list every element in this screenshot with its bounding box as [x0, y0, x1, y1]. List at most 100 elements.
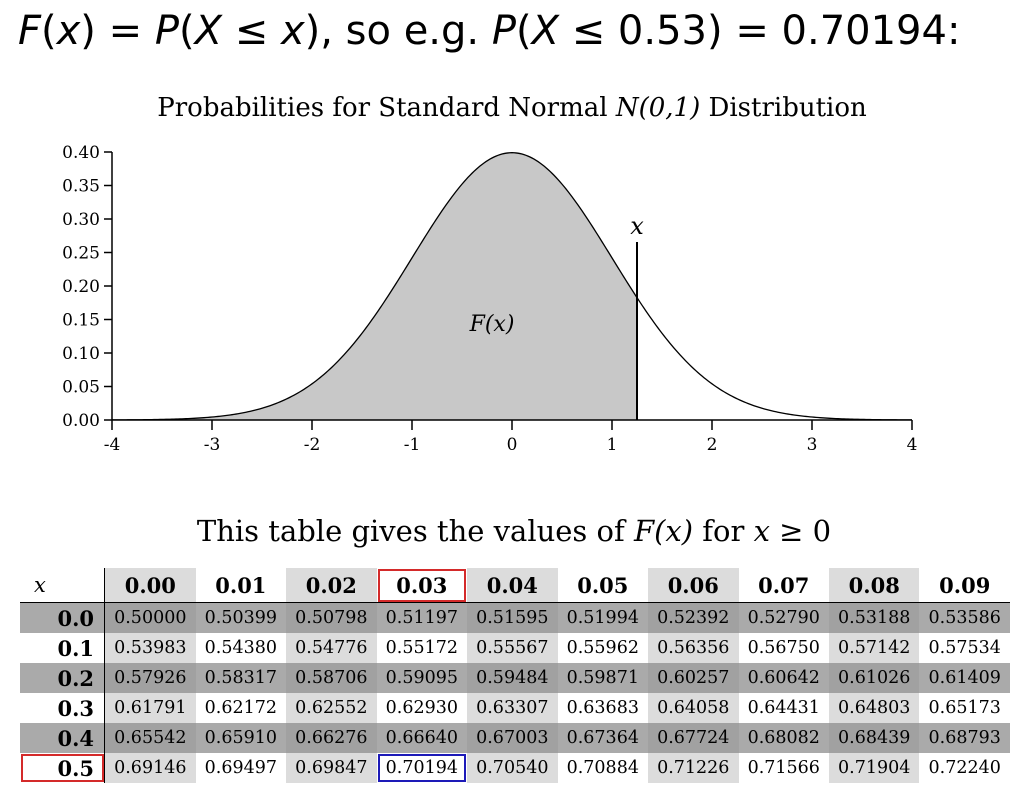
- table-cell: 0.56750: [747, 638, 820, 658]
- table-cell: 0.52790: [738, 602, 829, 633]
- table-cell: 0.70884: [566, 758, 639, 778]
- table-cell: 0.67724: [648, 723, 739, 753]
- x-tick-label: 3: [807, 435, 818, 455]
- table-cell: 0.61791: [104, 693, 196, 723]
- table-cell: 0.59871: [557, 663, 649, 693]
- table-cell: 0.68082: [738, 723, 829, 753]
- table-cell: 0.53188: [829, 602, 920, 633]
- table-cell: 0.55567: [467, 633, 558, 663]
- normal-distribution-chart: Probabilities for Standard Normal N(0,1)…: [62, 93, 918, 455]
- x-tick-label: -3: [204, 435, 221, 455]
- column-header: 0.00: [104, 568, 196, 603]
- table-cell: 0.63683: [566, 698, 639, 718]
- table-cell: 0.67364: [557, 723, 649, 753]
- chart-title: Probabilities for Standard Normal N(0,1)…: [157, 93, 867, 123]
- table-cell: 0.62552: [286, 693, 377, 723]
- formula-leq: ≤: [222, 8, 281, 54]
- table-cell: 0.67003: [467, 723, 558, 753]
- table-cell: 0.70540: [467, 753, 558, 783]
- table-cell: 0.50000: [104, 602, 196, 633]
- area-label: F(x): [469, 312, 515, 337]
- table-cell: 0.58317: [195, 663, 287, 693]
- table-cell: 0.54776: [286, 633, 377, 663]
- table-cell: 0.50798: [286, 602, 377, 633]
- table-cell: 0.69847: [286, 753, 377, 783]
- table-row: 0.1 0.53983 0.54380 0.54776 0.55172 0.55567 0.…: [20, 633, 1010, 663]
- y-tick-label: 0.40: [62, 143, 100, 163]
- table-cell: 0.55962: [566, 638, 639, 658]
- table-cell: 0.69497: [204, 758, 278, 778]
- column-header: 0.09: [939, 572, 991, 598]
- table-cell: 0.68793: [919, 723, 1010, 753]
- density-curve: [111, 152, 913, 421]
- column-header: 0.02: [286, 568, 377, 603]
- table-title-part5: ≥ 0: [769, 514, 832, 548]
- table-title-part1: This table gives the values of: [196, 514, 634, 548]
- table-row: 0.0 0.50000 0.50399 0.50798 0.51197 0.51595 0.…: [20, 602, 1010, 633]
- column-header: 0.08: [829, 568, 920, 603]
- corner-label: x: [20, 568, 105, 603]
- formula-x: x: [56, 8, 81, 54]
- table-cell: 0.71226: [648, 753, 739, 783]
- chart-title-part1: Probabilities for Standard Normal: [157, 93, 616, 123]
- formula-X-2: X: [531, 8, 559, 54]
- table-row: 0.4 0.65542 0.65910 0.66276 0.66640 0.67003 0.…: [20, 723, 1010, 753]
- column-header: 0.07: [758, 572, 810, 598]
- formula-header: F(x) = P(X ≤ x), so e.g. P(X ≤ 0.53) = 0…: [18, 8, 960, 54]
- row-label: 0.3: [20, 693, 105, 723]
- table-cell: 0.64431: [747, 698, 820, 718]
- row-label-highlighted: 0.5: [20, 753, 105, 783]
- table-cell: 0.65910: [195, 723, 287, 753]
- table-cell: 0.56356: [648, 633, 739, 663]
- table-row: 0.5 0.69146 0.69497 0.69847 0.70194 0.70540 0.…: [20, 753, 1010, 783]
- table-cell: 0.53586: [919, 602, 1010, 633]
- formula-x-2: x: [280, 8, 305, 54]
- column-header: 0.01: [215, 572, 267, 598]
- table-title-part4: x: [753, 514, 770, 548]
- table-cell: 0.59484: [467, 663, 558, 693]
- table-cell: 0.65542: [104, 723, 196, 753]
- table-cell: 0.52392: [648, 602, 739, 633]
- x-tick-label: 0: [507, 435, 518, 455]
- table-cell: 0.57142: [829, 633, 920, 663]
- row-label: 0.2: [20, 663, 105, 693]
- marker-label: x: [630, 212, 644, 240]
- x-tick-label: -2: [304, 435, 321, 455]
- formula-example-text: ), so e.g.: [304, 8, 492, 54]
- y-tick-label: 0.10: [62, 344, 100, 364]
- table-cell: 0.57534: [928, 638, 1001, 658]
- table-title-part3: for: [693, 514, 754, 548]
- y-tick-label: 0.20: [62, 277, 100, 297]
- table-header-row: x 0.00 0.01 0.02 0.03 0.04 0.05 0.06 0.0…: [20, 568, 1010, 603]
- x-tick-label: 2: [707, 435, 718, 455]
- table-cell: 0.64803: [829, 693, 920, 723]
- table-cell: 0.59095: [376, 663, 468, 693]
- chart-title-part3: Distribution: [700, 93, 867, 123]
- column-header: 0.06: [648, 568, 739, 603]
- formula-paren-open-3: (: [515, 8, 532, 54]
- table-title: This table gives the values of F(x) for …: [0, 514, 1028, 548]
- formula-P-2: P: [491, 8, 516, 54]
- table-title-part2: F(x): [633, 514, 694, 548]
- y-tick-label: 0.35: [62, 177, 100, 197]
- table-cell: 0.72240: [928, 758, 1001, 778]
- column-header: 0.04: [467, 568, 558, 603]
- table-cell: 0.64058: [648, 693, 739, 723]
- table-cell: 0.71566: [747, 758, 820, 778]
- x-tick-label: 4: [907, 435, 918, 455]
- formula-example-value: ≤ 0.53) = 0.70194:: [558, 8, 961, 54]
- row-label: 0.4: [20, 723, 105, 753]
- row-label: 0.0: [20, 602, 105, 633]
- column-header-highlighted: 0.03: [377, 568, 467, 603]
- formula-P: P: [154, 8, 179, 54]
- shaded-area-F: [112, 152, 637, 420]
- x-tick-label: -1: [404, 435, 421, 455]
- table-cell: 0.51197: [376, 602, 468, 633]
- y-tick-label: 0.30: [62, 210, 100, 230]
- table-cell: 0.62172: [204, 698, 278, 718]
- y-tick-label: 0.00: [62, 411, 100, 431]
- y-tick-label: 0.15: [62, 311, 100, 331]
- table-cell: 0.55172: [385, 638, 458, 658]
- table-cell: 0.57926: [104, 663, 196, 693]
- table-cell: 0.66276: [286, 723, 377, 753]
